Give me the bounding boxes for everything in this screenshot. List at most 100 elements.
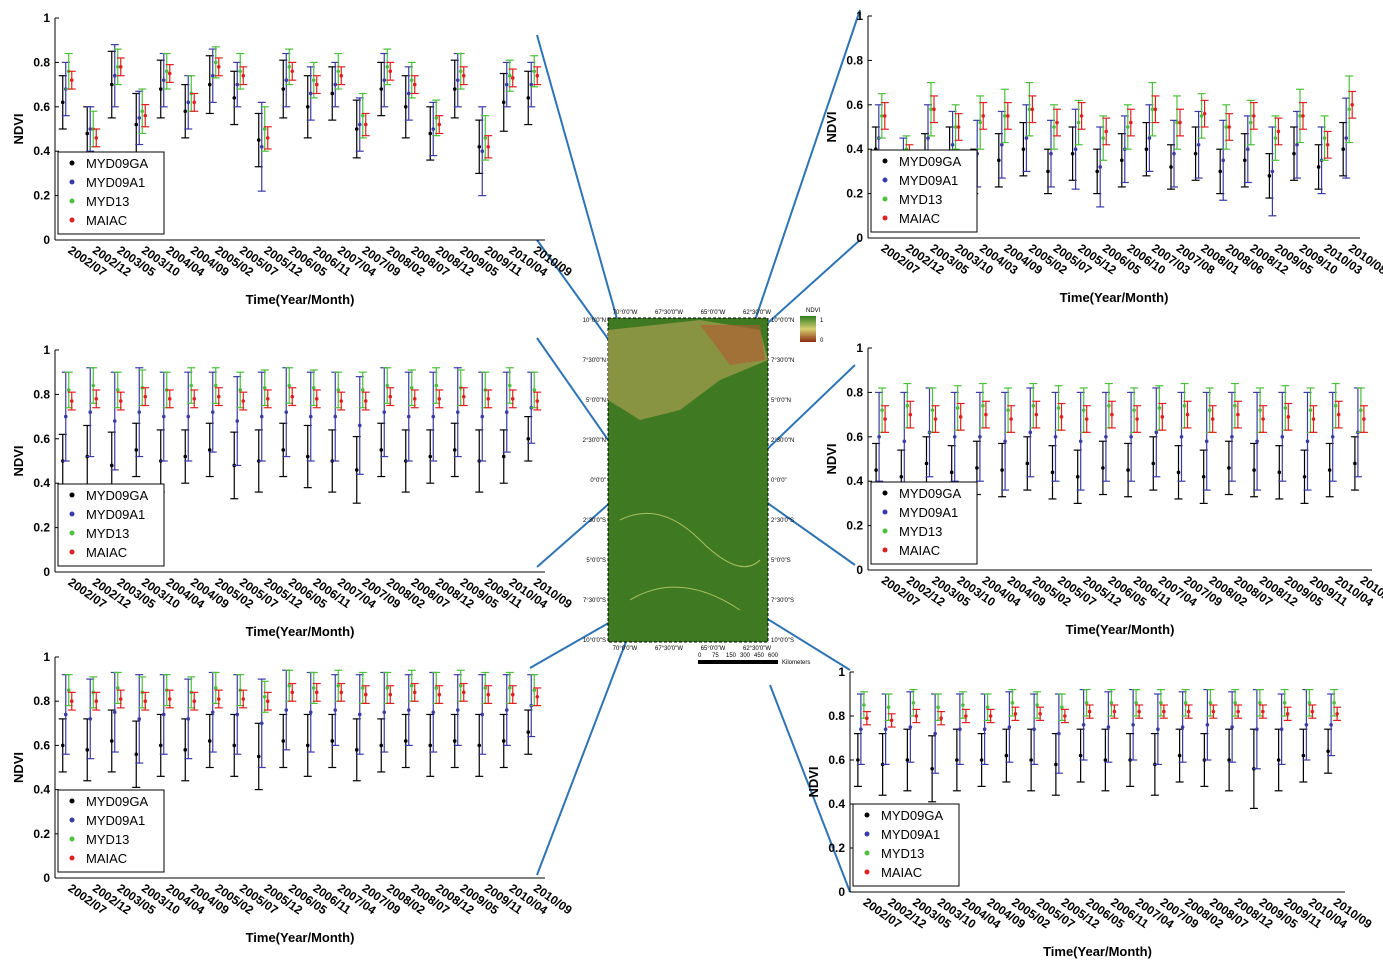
point — [69, 399, 74, 403]
point — [1230, 435, 1234, 439]
point — [1199, 114, 1204, 118]
point — [461, 690, 466, 695]
x-axis-label: Time(Year/Month) — [246, 624, 355, 639]
point — [936, 705, 940, 709]
lat-label: 7°30'0"N — [583, 358, 606, 364]
point — [382, 710, 387, 715]
point — [1246, 147, 1250, 151]
point — [507, 73, 512, 78]
x-axis-label: Time(Year/Month) — [246, 292, 355, 307]
lat-label: 10°0'0"N — [771, 318, 794, 324]
point — [504, 82, 509, 87]
legend-swatch — [882, 196, 888, 202]
point — [862, 703, 866, 707]
legend-swatch — [69, 160, 75, 166]
point — [1267, 174, 1272, 178]
point — [1196, 142, 1201, 147]
legend-label: MYD13 — [881, 846, 924, 861]
lat-label: 7°30'0"N — [771, 358, 794, 364]
point — [526, 96, 531, 100]
point — [1027, 107, 1032, 112]
point — [958, 727, 962, 731]
point — [290, 690, 295, 695]
legend-label: MYD09GA — [86, 794, 148, 809]
connector — [536, 34, 631, 366]
point — [1010, 701, 1015, 705]
point — [483, 686, 488, 690]
point — [981, 114, 985, 118]
point — [311, 385, 316, 390]
point — [363, 122, 368, 127]
point — [856, 758, 860, 762]
point — [507, 383, 512, 388]
legend-label: MYD09A1 — [86, 813, 145, 828]
point — [1249, 120, 1253, 125]
point — [1230, 725, 1234, 729]
point — [1252, 468, 1256, 472]
lat-label: 10°0'0"S — [583, 638, 606, 644]
point — [988, 714, 993, 718]
y-tick-label: 0 — [856, 563, 863, 577]
point — [978, 120, 982, 125]
point — [926, 136, 930, 140]
point — [1135, 417, 1139, 421]
lat-label: 2°30'0"S — [771, 518, 794, 524]
point — [933, 731, 937, 736]
point — [1205, 723, 1210, 727]
y-tick-label: 0.2 — [828, 841, 845, 855]
point — [1344, 136, 1348, 140]
lon-label: 62°30'0"W — [743, 646, 771, 652]
legend-swatch — [882, 490, 888, 496]
lat-label: 5°0'0"S — [771, 558, 791, 564]
point — [1175, 120, 1179, 125]
point — [63, 414, 68, 419]
lat-label: 5°0'0"N — [586, 398, 606, 404]
point — [1302, 474, 1307, 479]
point — [535, 694, 540, 699]
point — [1308, 408, 1313, 412]
y-tick-label: 0 — [43, 565, 50, 579]
point — [431, 710, 436, 715]
point — [889, 718, 894, 723]
point — [161, 712, 166, 717]
point — [480, 712, 485, 717]
lon-label: 70°0'0"W — [613, 310, 638, 316]
y-axis-label: NDVI — [11, 445, 26, 476]
legend-box — [852, 803, 960, 887]
point — [88, 717, 93, 721]
point — [308, 414, 313, 419]
lat-label: 0°0'0" — [590, 478, 606, 484]
lat-label: 2°30'0"N — [771, 438, 794, 444]
point — [1298, 114, 1302, 118]
map: NDVI 1 0 Kilometers 70°0'0"W 70°0'0"W 67°3… — [583, 308, 824, 666]
scale-label: 600 — [768, 653, 779, 659]
point — [1159, 701, 1163, 705]
point — [975, 466, 979, 470]
point — [336, 683, 341, 688]
point — [955, 758, 959, 762]
point — [409, 683, 414, 688]
point — [115, 65, 120, 69]
point — [1003, 439, 1007, 444]
point — [1063, 714, 1067, 718]
y-tick-label: 0.2 — [846, 187, 863, 201]
point — [1362, 417, 1366, 421]
point — [63, 712, 68, 717]
point — [305, 105, 310, 109]
point — [1255, 439, 1259, 444]
point — [982, 727, 987, 731]
y-tick-label: 0 — [43, 233, 50, 247]
point — [1218, 169, 1222, 174]
map-legend-low: 0 — [820, 338, 824, 344]
point — [186, 414, 191, 419]
point — [1177, 753, 1182, 758]
point — [905, 758, 910, 762]
point — [290, 394, 295, 399]
point — [1000, 142, 1004, 147]
y-tick-label: 0.8 — [846, 53, 863, 67]
chart: 00.20.40.60.812002/072002/122003/052003/… — [824, 341, 1383, 637]
legend-swatch — [882, 528, 888, 534]
point — [1131, 723, 1135, 727]
y-tick-label: 0.8 — [33, 55, 50, 69]
point — [437, 397, 442, 401]
